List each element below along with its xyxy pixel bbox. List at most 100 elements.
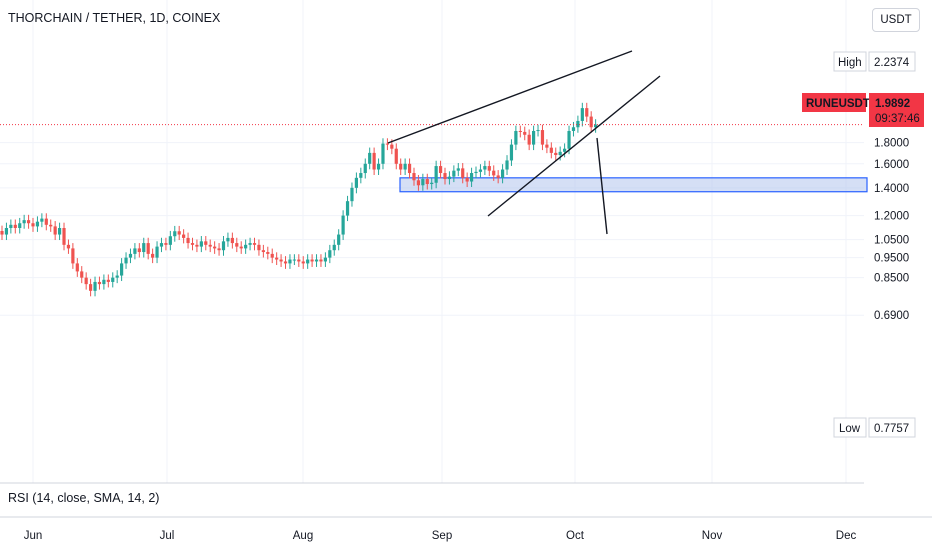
candle-body bbox=[208, 244, 212, 247]
candle-body bbox=[558, 151, 562, 156]
candle-body bbox=[474, 171, 478, 174]
candle-body bbox=[133, 248, 137, 254]
candle-body bbox=[350, 187, 354, 202]
candle-body bbox=[363, 163, 367, 174]
trend-line[interactable] bbox=[487, 75, 661, 217]
currency-button[interactable]: USDT bbox=[872, 8, 920, 32]
symbol-tag-text: RUNEUSDT bbox=[806, 98, 870, 110]
candle-body bbox=[53, 226, 57, 235]
time-tick-label: Dec bbox=[836, 530, 857, 542]
candle-body bbox=[44, 218, 48, 225]
candle-body bbox=[328, 250, 332, 258]
candle-body bbox=[505, 160, 509, 170]
candle-body bbox=[416, 180, 421, 186]
candle-body bbox=[368, 152, 372, 164]
candle-body bbox=[483, 166, 487, 170]
candle-body bbox=[71, 248, 75, 264]
candle-body bbox=[430, 182, 434, 185]
candle-body bbox=[549, 147, 553, 153]
candle-body bbox=[492, 170, 496, 176]
candle-body bbox=[137, 248, 141, 253]
time-tick-label: Oct bbox=[566, 530, 585, 542]
candle-body bbox=[306, 259, 310, 264]
candle-body bbox=[190, 243, 195, 245]
time-tick-label: Jul bbox=[160, 530, 175, 542]
candle-body bbox=[244, 244, 248, 249]
candle-body bbox=[31, 223, 35, 227]
chart-title: THORCHAIN / TETHER, 1D, COINEX bbox=[8, 11, 221, 25]
candle-body bbox=[310, 259, 314, 262]
candle-body bbox=[314, 259, 319, 262]
low-tag-value bbox=[868, 417, 916, 438]
candle-body bbox=[18, 223, 22, 229]
candle-body bbox=[297, 259, 301, 262]
candle-body bbox=[341, 215, 345, 235]
price-tick-label: 0.6900 bbox=[874, 310, 909, 322]
candle-body bbox=[390, 144, 394, 149]
candle-body bbox=[421, 179, 425, 186]
candle-body bbox=[213, 246, 217, 249]
candle-body bbox=[554, 152, 558, 156]
candle-body bbox=[532, 130, 536, 145]
low-tag-label bbox=[833, 417, 867, 438]
candle-body bbox=[164, 243, 168, 245]
candle-body bbox=[452, 170, 456, 177]
candle-body bbox=[372, 152, 376, 170]
candle-body bbox=[332, 244, 336, 251]
rsi-indicator-label[interactable]: RSI (14, close, SMA, 14, 2) bbox=[8, 491, 160, 505]
candle-body bbox=[319, 259, 323, 262]
candle-body bbox=[239, 246, 243, 249]
candle-body bbox=[120, 263, 124, 276]
price-tick-label: 1.0500 bbox=[874, 235, 909, 247]
candle-body bbox=[57, 228, 62, 235]
candle-body bbox=[106, 279, 110, 282]
candle-body bbox=[226, 237, 230, 242]
high-label-text: High bbox=[838, 57, 862, 69]
candle-body bbox=[275, 257, 279, 260]
candle-body bbox=[394, 148, 398, 164]
candle-body bbox=[195, 244, 199, 247]
candle-body bbox=[177, 231, 181, 235]
candle-body bbox=[580, 108, 584, 121]
candle-body bbox=[173, 231, 177, 237]
countdown-text: 09:37:46 bbox=[875, 113, 920, 125]
candle-body bbox=[438, 166, 443, 174]
candle-body bbox=[403, 163, 407, 170]
candle-body bbox=[425, 179, 429, 185]
candle-body bbox=[536, 130, 540, 132]
price-tick-label: 0.9500 bbox=[874, 253, 909, 265]
candle-body bbox=[40, 218, 44, 222]
candle-body bbox=[199, 241, 203, 247]
candle-body bbox=[359, 173, 363, 178]
candle-body bbox=[465, 177, 469, 182]
candle-body bbox=[283, 261, 288, 264]
candle-body bbox=[337, 234, 341, 245]
candle-body bbox=[563, 148, 567, 152]
candle-body bbox=[540, 130, 545, 145]
symbol-tag bbox=[802, 93, 866, 112]
candle-body bbox=[345, 201, 350, 216]
candle-body bbox=[585, 108, 589, 117]
candle-body bbox=[248, 243, 252, 245]
price-tick-label: 1.4000 bbox=[874, 183, 909, 195]
candle-body bbox=[376, 163, 381, 170]
candle-body bbox=[323, 257, 327, 262]
candle-body bbox=[159, 243, 164, 247]
candle-body bbox=[111, 277, 115, 282]
candle-body bbox=[469, 173, 474, 182]
candle-body bbox=[168, 236, 172, 245]
trend-line[interactable] bbox=[387, 50, 633, 144]
candle-body bbox=[523, 131, 527, 135]
candle-body bbox=[0, 230, 4, 235]
candle-body bbox=[217, 248, 221, 251]
price-tags: High 2.2374 Low 0.7757 RUNEUSDT 1.9892 09:37:4… bbox=[802, 51, 924, 438]
candle-body bbox=[124, 257, 128, 264]
candle-body bbox=[235, 243, 239, 247]
candle-body bbox=[26, 220, 31, 224]
time-tick-label: Sep bbox=[432, 530, 452, 542]
trend-line[interactable] bbox=[596, 137, 608, 235]
candle-body bbox=[66, 244, 71, 249]
candle-body bbox=[354, 177, 358, 188]
candle-body bbox=[97, 281, 102, 285]
candle-body bbox=[456, 168, 460, 171]
